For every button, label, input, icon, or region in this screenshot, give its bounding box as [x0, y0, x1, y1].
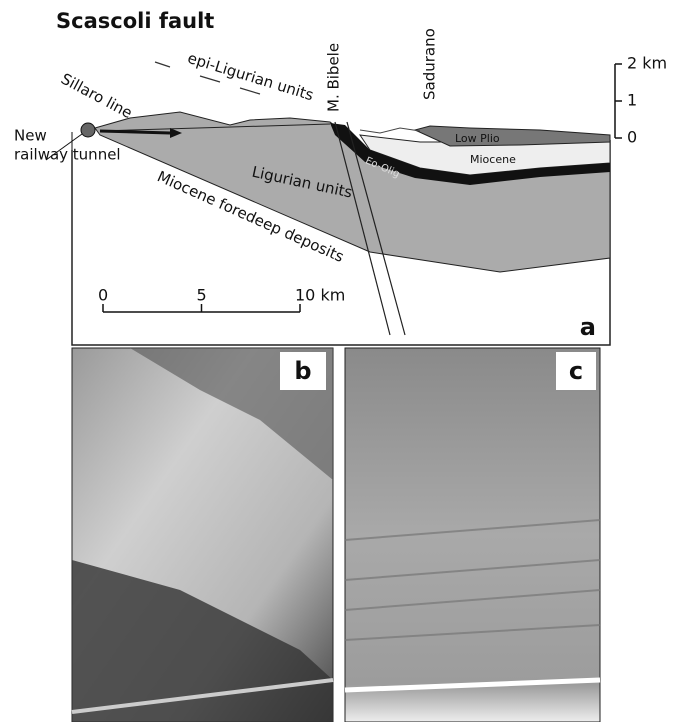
photo-c — [345, 348, 600, 722]
label: M. Bibele — [325, 43, 343, 112]
label: Miocene — [470, 153, 516, 166]
scale-tick-label: 5 — [197, 286, 207, 305]
tunnel — [100, 131, 170, 133]
label: New — [14, 127, 47, 145]
elevation-tick-label: 0 — [627, 128, 637, 147]
elevation-tick-label: 2 km — [627, 54, 667, 73]
figure: Scascoli fault Sillaro line epi-Ligurian… — [0, 0, 678, 722]
tunnel-portal — [81, 123, 95, 137]
label: Low Plio — [455, 132, 500, 145]
topography — [360, 128, 420, 133]
label: railway tunnel — [14, 146, 121, 164]
scale-tick-label: 10 km — [295, 286, 345, 305]
label: Sillaro line — [58, 70, 135, 123]
panel-label: c — [569, 357, 583, 385]
figure-title: Scascoli fault — [56, 9, 214, 33]
panel-label: a — [580, 313, 596, 341]
elevation-tick-label: 1 — [627, 91, 637, 110]
label: epi-Ligurian units — [186, 49, 316, 104]
label: Sadurano — [421, 28, 439, 100]
low-plio-layer — [415, 126, 610, 146]
scale-tick-label: 0 — [98, 286, 108, 305]
panel-label: b — [294, 357, 311, 385]
